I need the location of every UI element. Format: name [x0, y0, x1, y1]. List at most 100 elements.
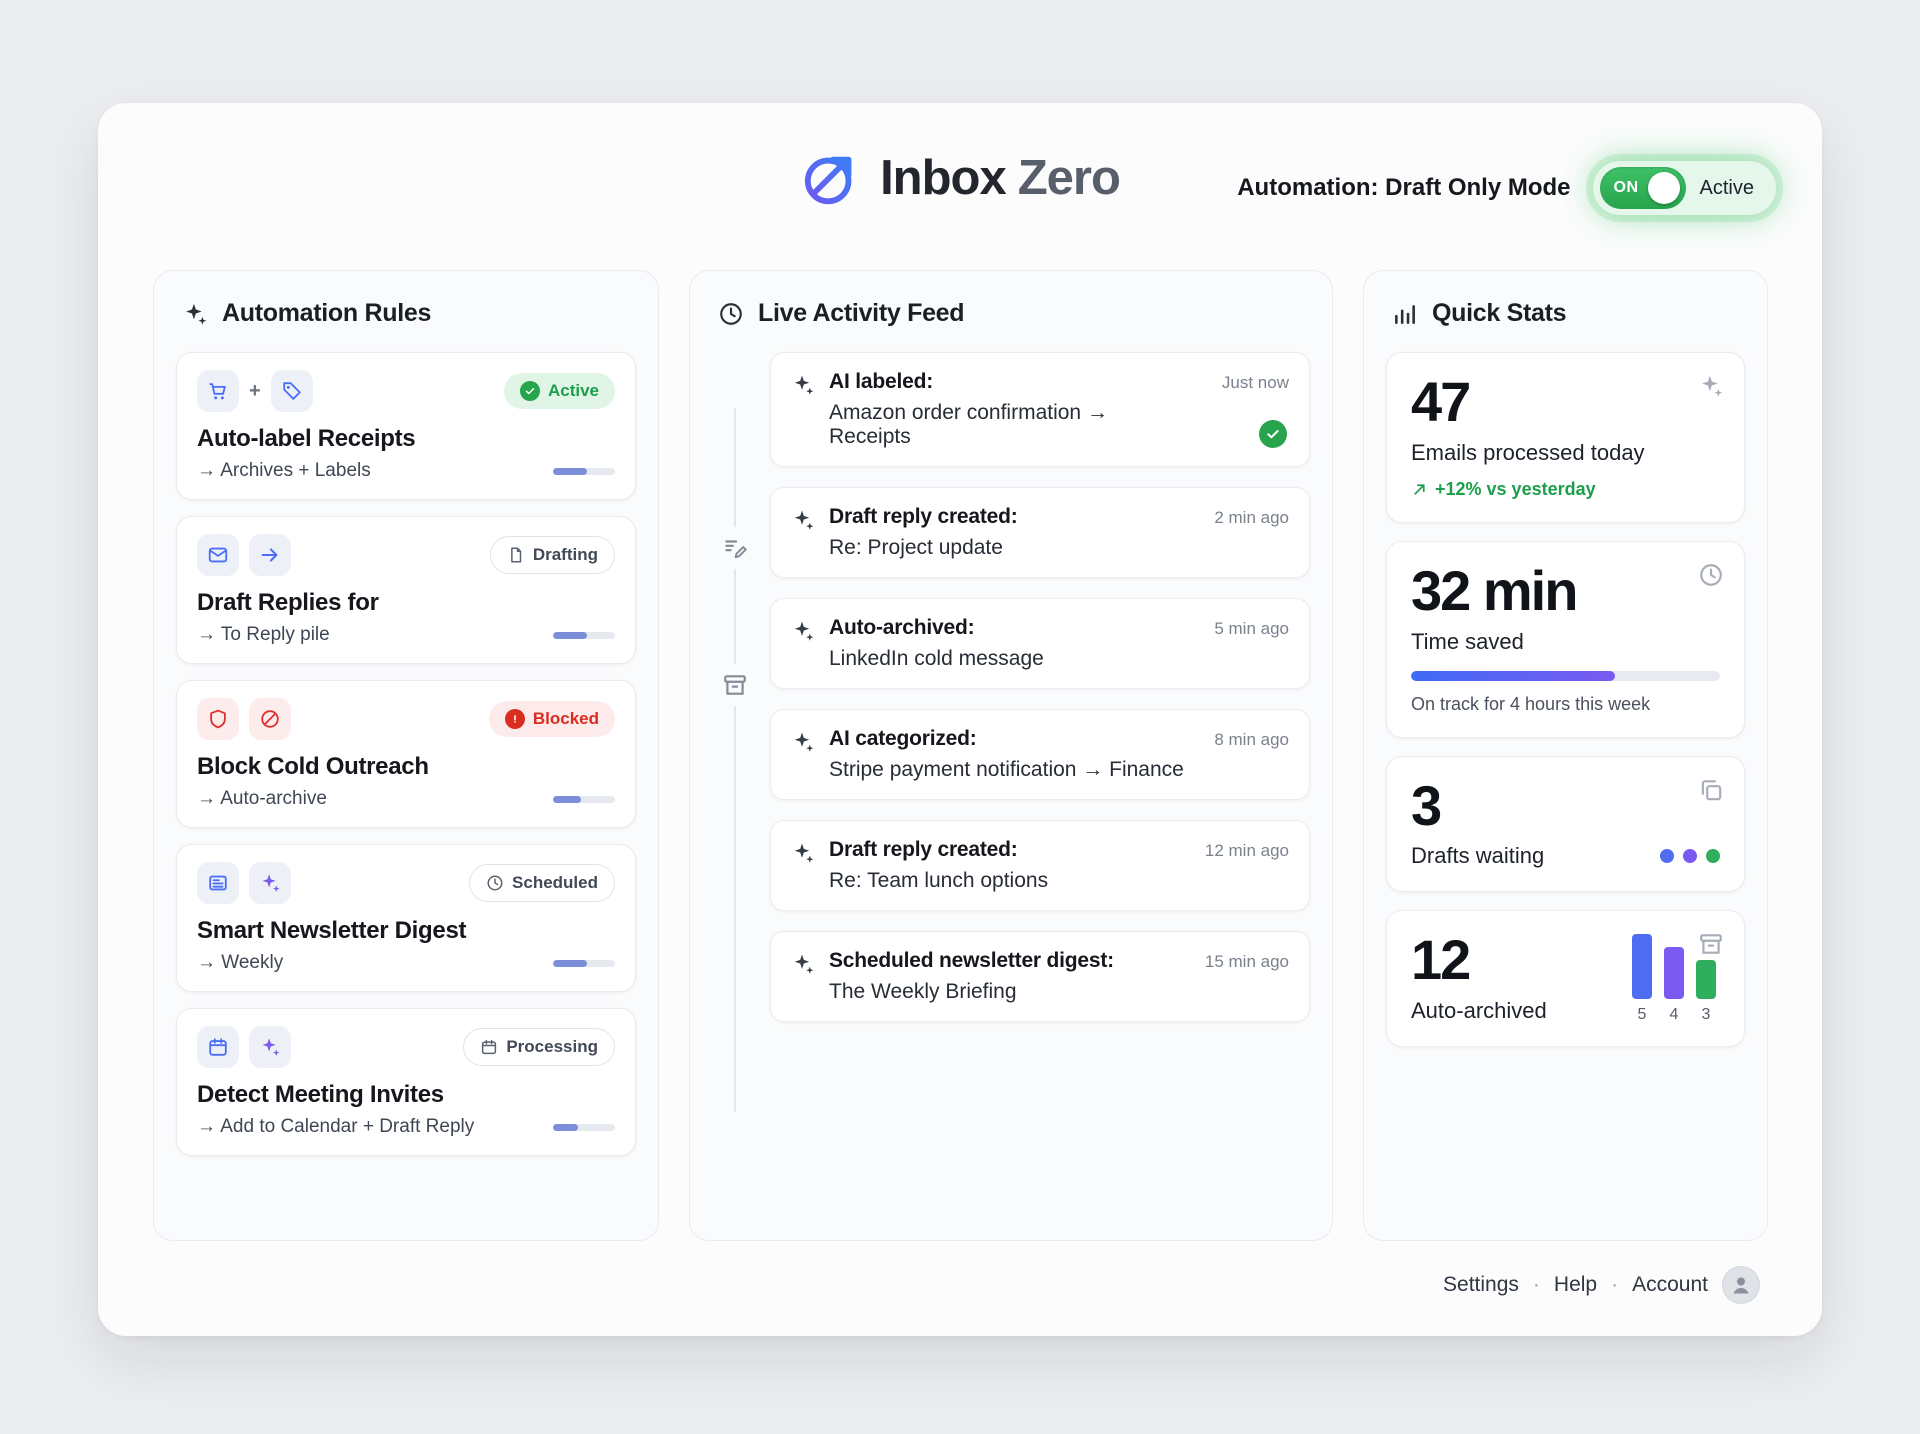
activity-action: AI labeled:	[829, 370, 933, 393]
bar-label: 3	[1701, 1006, 1711, 1024]
sparkles-icon-chip	[249, 862, 291, 904]
bar-green	[1696, 960, 1716, 1000]
sparkles-icon	[259, 872, 281, 894]
activity-item-ai-categorized[interactable]: AI categorized: 8 min ago Stripe payment…	[770, 709, 1310, 800]
arrow-right-icon	[259, 544, 281, 566]
bar-column: 4	[1664, 947, 1684, 1024]
rule-progress-bar	[553, 795, 615, 803]
stat-card-emails-processed: 47 Emails processed today +12% vs yester…	[1386, 352, 1745, 523]
rule-name: Smart Newsletter Digest	[197, 917, 467, 944]
rule-card-detect-meeting-invites[interactable]: Processing Detect Meeting Invites → Add …	[176, 1008, 636, 1156]
stat-trend: +12% vs yesterday	[1411, 479, 1720, 500]
copy-icon	[1698, 777, 1724, 803]
auto-archived-mini-chart: 5 4 3	[1632, 934, 1720, 1024]
rule-status-badge: Processing	[463, 1028, 615, 1066]
sparkles-icon	[791, 730, 815, 754]
activity-timeline	[712, 352, 758, 1227]
rule-action: → Add to Calendar + Draft Reply	[197, 1116, 475, 1137]
dot-purple	[1683, 849, 1697, 864]
rule-action: → Auto-archive	[197, 788, 327, 809]
activity-detail: The Weekly Briefing	[829, 980, 1017, 1003]
activity-time: 2 min ago	[1214, 508, 1289, 527]
activity-item-draft-reply-lunch[interactable]: Draft reply created: 12 min ago Re: Team…	[770, 820, 1310, 911]
cart-icon	[207, 380, 229, 402]
calendar-icon	[480, 1038, 498, 1056]
footer: Settings · Help · Account	[1443, 1266, 1760, 1304]
avatar[interactable]	[1722, 1266, 1760, 1304]
rule-progress-bar	[553, 959, 615, 967]
activity-item-newsletter-digest[interactable]: Scheduled newsletter digest: 15 min ago …	[770, 931, 1310, 1022]
stat-value: 32 min	[1411, 558, 1578, 622]
automation-mode-label: Automation: Draft Only Mode	[1237, 174, 1571, 201]
newspaper-icon-chip	[197, 862, 239, 904]
rule-status-badge: Blocked	[488, 701, 615, 737]
calendar-icon-chip	[197, 1026, 239, 1068]
arrow-icon-chip	[249, 534, 291, 576]
rule-card-block-cold-outreach[interactable]: Blocked Block Cold Outreach → Auto-archi…	[176, 680, 636, 828]
rule-badge-label: Drafting	[532, 545, 598, 564]
shield-icon	[207, 708, 229, 730]
calendar-icon	[207, 1036, 229, 1058]
activity-time: 15 min ago	[1204, 952, 1289, 971]
activity-item-ai-labeled[interactable]: AI labeled: Just now Amazon order confir…	[770, 352, 1310, 467]
document-icon	[507, 546, 525, 564]
rule-status-badge: Scheduled	[469, 864, 615, 902]
draft-status-dots	[1660, 849, 1720, 864]
automation-mode-control: Automation: Draft Only Mode ON Active	[1237, 161, 1776, 215]
activity-detail: Stripe payment notification → Finance	[829, 758, 1184, 781]
archive-icon	[1698, 931, 1724, 957]
activity-detail: Re: Project update	[829, 536, 1003, 559]
app-title-primary: Inbox	[880, 151, 1007, 205]
rule-card-draft-replies[interactable]: Drafting Draft Replies for → To Reply pi…	[176, 516, 636, 664]
sparkles-icon	[791, 508, 815, 532]
stat-label: Emails processed today	[1411, 439, 1645, 465]
activity-action: Draft reply created:	[829, 505, 1018, 528]
bar-column: 3	[1696, 960, 1716, 1024]
sparkles-icon	[791, 619, 815, 643]
activity-item-auto-archived[interactable]: Auto-archived: 5 min ago LinkedIn cold m…	[770, 598, 1310, 689]
account-link[interactable]: Account	[1632, 1273, 1708, 1296]
trend-up-icon	[1411, 481, 1428, 498]
clock-icon	[1698, 562, 1724, 588]
stat-card-auto-archived: 12 Auto-archived 5 4	[1386, 910, 1745, 1048]
bar-label: 5	[1637, 1006, 1647, 1024]
sparkles-icon	[1698, 373, 1724, 399]
rule-badge-label: Scheduled	[512, 873, 598, 892]
rule-badge-label: Blocked	[532, 709, 599, 728]
automation-rules-panel: Automation Rules + Active Auto-label Rec…	[153, 270, 659, 1241]
rule-badge-label: Active	[547, 381, 599, 400]
stat-label: Auto-archived	[1411, 998, 1547, 1024]
toggle-status-label: Active	[1699, 176, 1754, 199]
dashboard-card: Inbox Zero Automation: Draft Only Mode ON…	[98, 103, 1822, 1336]
sparkles-icon-chip	[249, 1026, 291, 1068]
rule-action: → To Reply pile	[197, 624, 330, 645]
stat-label: Drafts waiting	[1411, 843, 1545, 869]
activity-detail: LinkedIn cold message	[829, 647, 1044, 670]
rule-card-auto-label-receipts[interactable]: + Active Auto-label Receipts → Archives …	[176, 352, 636, 500]
footer-separator: ·	[1611, 1273, 1619, 1296]
toggle-switch[interactable]: ON	[1599, 167, 1686, 209]
settings-link[interactable]: Settings	[1443, 1273, 1519, 1296]
ban-icon	[259, 708, 281, 730]
toggle-knob[interactable]	[1647, 172, 1680, 204]
automation-toggle[interactable]: ON Active	[1592, 161, 1776, 215]
mail-icon	[207, 544, 229, 566]
stat-value: 47	[1411, 370, 1471, 433]
quick-stats-header: Quick Stats	[1392, 299, 1739, 328]
dashboard-columns: Automation Rules + Active Auto-label Rec…	[153, 270, 1768, 1241]
live-activity-title: Live Activity Feed	[758, 299, 965, 327]
rule-card-smart-newsletter-digest[interactable]: Scheduled Smart Newsletter Digest → Week…	[176, 844, 636, 992]
sparkles-icon	[182, 301, 208, 327]
live-activity-panel: Live Activity Feed AI labeled:	[689, 270, 1333, 1241]
bar-purple	[1664, 947, 1684, 1000]
footer-separator: ·	[1532, 1273, 1540, 1296]
bar-column: 5	[1632, 934, 1652, 1024]
help-link[interactable]: Help	[1553, 1273, 1598, 1296]
rule-progress-bar	[553, 467, 615, 475]
activity-time: 5 min ago	[1214, 619, 1289, 638]
activity-item-draft-reply-project[interactable]: Draft reply created: 2 min ago Re: Proje…	[770, 487, 1310, 578]
stat-value: 3	[1411, 773, 1442, 837]
cart-icon-chip	[197, 370, 239, 412]
stat-card-drafts-waiting: 3 Drafts waiting	[1386, 755, 1745, 893]
